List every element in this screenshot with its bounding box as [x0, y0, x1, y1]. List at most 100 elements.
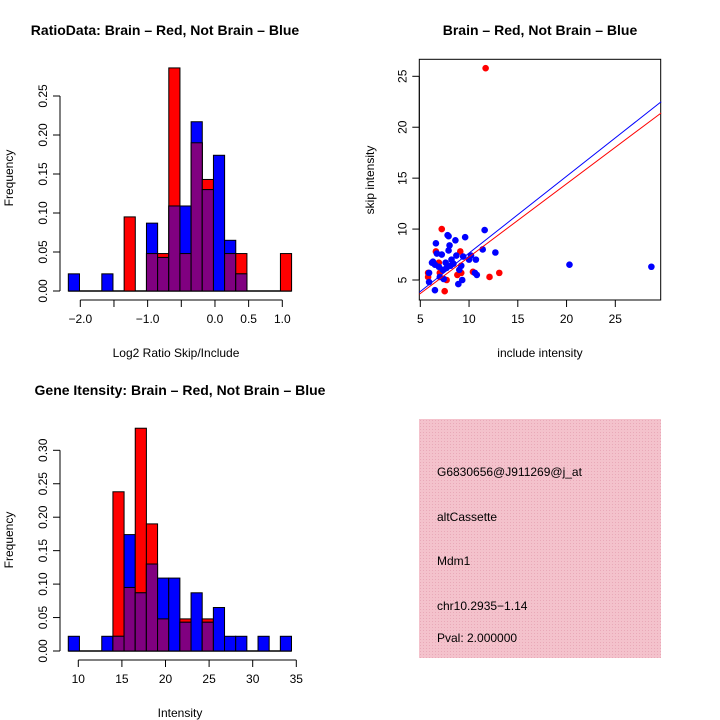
intensity-hist-xlabel: Intensity — [158, 706, 203, 720]
bar-not-brain — [168, 577, 181, 652]
y-tick-label: 0.25 — [36, 472, 50, 496]
bar-brain — [279, 253, 293, 292]
point-not-brain — [458, 276, 466, 284]
y-tick-label: 0.30 — [36, 438, 50, 462]
point-not-brain — [446, 242, 453, 249]
point-not-brain — [445, 232, 452, 240]
y-tick-label: 0.05 — [36, 606, 50, 630]
point-not-brain — [431, 286, 439, 294]
bar-overlap — [179, 253, 192, 292]
bar-overlap — [190, 142, 203, 292]
bar-overlap — [134, 592, 147, 652]
point-not-brain — [455, 280, 462, 288]
info-panel-background — [419, 419, 661, 658]
x-tick-label: 5 — [417, 312, 424, 326]
x-tick-label: 0.5 — [240, 312, 257, 326]
point-not-brain — [648, 263, 655, 271]
point-not-brain — [442, 259, 449, 266]
point-not-brain — [425, 269, 433, 277]
scatter-plot: 5 10 15 20 25 5 10 15 20 25 — [395, 58, 662, 326]
bar-overlap — [201, 189, 214, 292]
y-tick-label: 0.15 — [36, 162, 50, 186]
point-not-brain — [447, 262, 454, 270]
bar-overlap — [112, 635, 125, 652]
x-tick-label: 25 — [609, 312, 623, 326]
bar-not-brain — [190, 592, 203, 652]
point-brain — [438, 225, 446, 233]
point-not-brain — [428, 259, 436, 266]
point-brain — [486, 273, 493, 281]
scatter-ylabel: skip intensity — [363, 146, 377, 215]
point-not-brain — [566, 261, 573, 269]
event-type: altCassette — [437, 510, 497, 524]
point-brain — [482, 64, 489, 72]
y-tick-label: 0.00 — [36, 639, 50, 663]
bar-overlap — [145, 563, 159, 652]
x-tick-label: −1.0 — [136, 312, 160, 326]
bar-not-brain — [101, 635, 114, 652]
point-not-brain — [461, 233, 469, 241]
bar-brain — [112, 491, 125, 652]
x-tick-label: 10 — [72, 672, 86, 686]
y-tick-label: 20 — [395, 120, 409, 134]
point-not-brain — [453, 252, 460, 259]
y-tick-label: 0.15 — [36, 539, 50, 563]
y-tick-label: 10 — [395, 222, 409, 236]
point-not-brain — [438, 251, 446, 258]
scatter-title: Brain – Red, Not Brain – Blue — [443, 22, 638, 38]
bar-not-brain — [257, 635, 270, 652]
point-brain — [456, 248, 464, 255]
probe-id: G6830656@J911269@j_at — [437, 465, 583, 479]
bar-overlap — [168, 205, 181, 292]
pval-text: Pval: 2.000000 — [437, 631, 517, 645]
point-brain — [495, 269, 503, 277]
point-not-brain — [473, 271, 481, 279]
y-tick-label: 0.05 — [36, 240, 50, 264]
bar-not-brain — [235, 635, 248, 652]
y-tick-label: 0.10 — [36, 572, 50, 596]
ratio-hist-xlabel: Log2 Ratio Skip/Include — [113, 346, 240, 360]
gene-name: Mdm1 — [437, 554, 471, 568]
y-tick-label: 0.25 — [36, 84, 50, 108]
point-not-brain — [440, 275, 448, 283]
y-tick-label: 0.10 — [36, 201, 50, 225]
info-panel: G6830656@J911269@j_at altCassette Mdm1 c… — [419, 419, 661, 658]
scatter-xlabel: include intensity — [497, 346, 582, 360]
point-not-brain — [459, 253, 467, 260]
bar-not-brain — [67, 273, 80, 292]
bar-overlap — [224, 253, 237, 292]
bar-not-brain — [224, 635, 237, 652]
point-not-brain — [452, 236, 459, 244]
y-tick-label: 5 — [395, 276, 409, 283]
x-tick-label: 15 — [115, 672, 129, 686]
bar-not-brain — [279, 635, 293, 652]
ratio-hist-ylabel: Frequency — [2, 150, 16, 207]
bar-not-brain — [212, 607, 226, 652]
bar-overlap — [123, 586, 136, 652]
bar-overlap — [201, 621, 214, 652]
x-tick-label: 30 — [246, 672, 260, 686]
x-tick-label: 20 — [159, 672, 173, 686]
point-not-brain — [492, 249, 499, 256]
y-tick-label: 25 — [395, 69, 409, 83]
x-tick-label: 1.0 — [274, 312, 291, 326]
bar-overlap — [157, 618, 170, 652]
point-not-brain — [439, 266, 447, 274]
bar-not-brain — [101, 273, 114, 292]
y-tick-label: 0.00 — [36, 279, 50, 303]
intensity-hist-ylabel: Frequency — [2, 512, 16, 569]
bar-overlap — [157, 256, 170, 292]
x-tick-label: 10 — [462, 312, 476, 326]
fit-line-brain — [419, 112, 662, 295]
point-not-brain — [472, 256, 480, 263]
bar-not-brain — [67, 635, 80, 652]
genomic-location: chr10.2935−1.14 — [437, 599, 528, 613]
fit-line-not-brain — [419, 101, 662, 293]
x-tick-label: 0.0 — [207, 312, 224, 326]
bar-overlap — [145, 253, 159, 292]
x-tick-label: 25 — [202, 672, 216, 686]
y-tick-label: 15 — [395, 171, 409, 185]
x-tick-label: 15 — [511, 312, 525, 326]
y-tick-label: 0.20 — [36, 123, 50, 147]
